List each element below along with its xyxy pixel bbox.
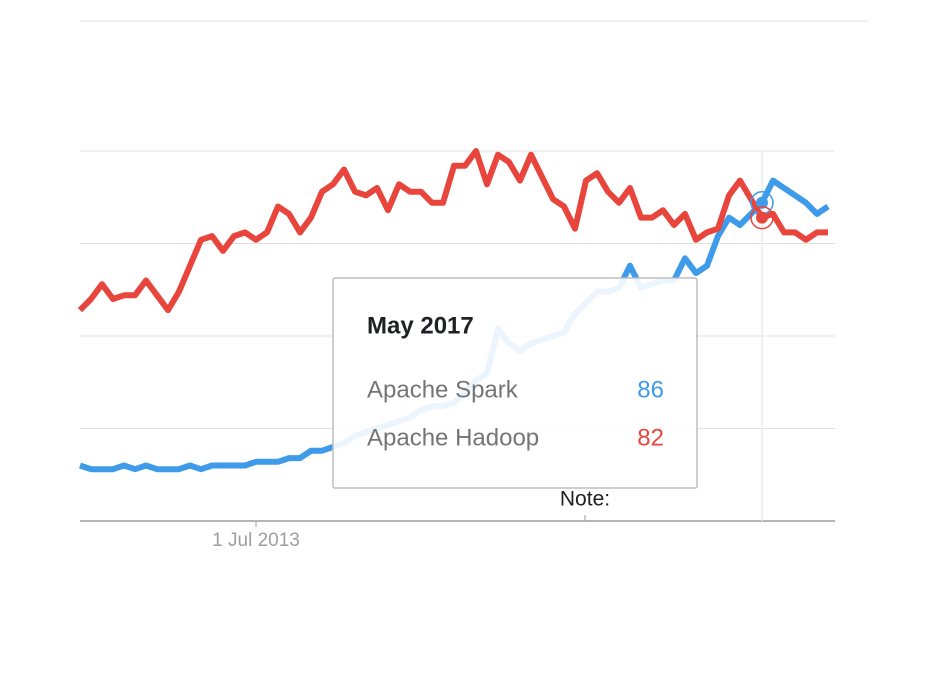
tooltip: May 2017 Apache Spark 86 Apache Hadoop 82 (332, 277, 698, 489)
series-line (77, 148, 828, 314)
tooltip-box (332, 277, 698, 489)
hover-dot (756, 196, 768, 209)
hover-markers (750, 191, 774, 230)
tooltip-series-name: Apache Spark (367, 376, 519, 403)
hover-ring (750, 205, 774, 230)
x-tick-label: 1 Jul 2013 (212, 530, 300, 551)
annotation: Note: (560, 488, 610, 511)
tooltip-value: 82 (637, 424, 664, 451)
tooltip-title: May 2017 (367, 312, 474, 339)
tooltip-value: 86 (637, 376, 664, 403)
hover-dot (756, 211, 768, 224)
tooltip-series-name: Apache Hadoop (367, 424, 539, 451)
